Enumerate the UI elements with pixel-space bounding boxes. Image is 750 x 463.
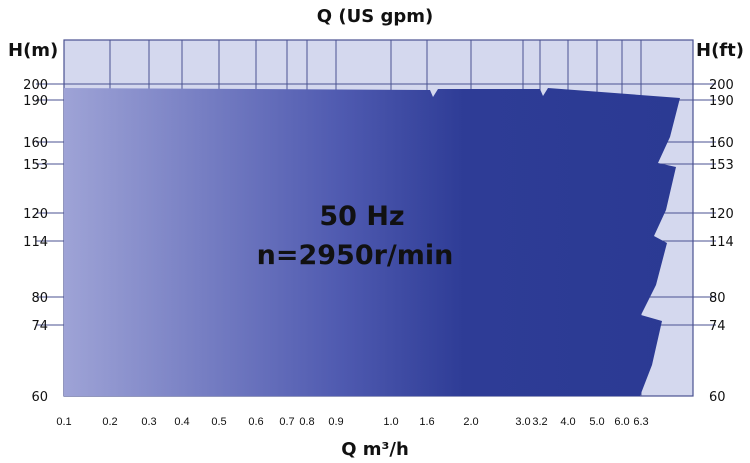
y-tick-label-right: 200	[709, 78, 734, 93]
y-tick-label-left: 200	[23, 78, 48, 93]
x-tick-label: 0.5	[211, 416, 226, 428]
x-tick-label: 0.7	[279, 416, 294, 428]
x-tick-label: 4.0	[560, 416, 575, 428]
y-tick-label-left: 160	[23, 136, 48, 151]
y-tick-label-left: 153	[23, 158, 48, 173]
y-tick-label-left: 120	[23, 207, 48, 222]
y-tick-label-right: 190	[709, 94, 734, 109]
x-tick-label: 6.0	[614, 416, 629, 428]
x-tick-label: 0.9	[328, 416, 343, 428]
x-tick-label: 2.0	[463, 416, 478, 428]
x-tick-label: 3.0	[515, 416, 530, 428]
y-tick-label-left: 80	[31, 291, 48, 306]
y-axis-label-left: H(m)	[8, 40, 58, 61]
frequency-annotation: 50 Hz	[319, 201, 404, 232]
speed-annotation: n=2950r/min	[257, 240, 454, 271]
x-tick-label: 0.3	[141, 416, 156, 428]
x-tick-label: 0.2	[102, 416, 117, 428]
y-tick-label-right: 80	[709, 291, 726, 306]
x-tick-label: 0.4	[174, 416, 189, 428]
y-tick-label-right: 120	[709, 207, 734, 222]
y-axis-label-right: H(ft)	[696, 40, 744, 61]
x-tick-labels: 0.1 0.2 0.3 0.4 0.5 0.6 0.7 0.8 0.9 1.0 1.6 2.0 3.0 3…	[56, 416, 648, 428]
x-tick-label: 3.2	[532, 416, 547, 428]
y-tick-label-right: 114	[709, 235, 734, 250]
y-tick-label-right: 153	[709, 158, 734, 173]
x-tick-label: 5.0	[589, 416, 604, 428]
y-tick-label-left: 74	[31, 319, 48, 334]
x-axis-label: Q m³/h	[341, 439, 409, 460]
y-tick-label-right: 60	[709, 390, 726, 405]
y-tick-label-right: 160	[709, 136, 734, 151]
y-tick-label-left: 60	[31, 390, 48, 405]
x-tick-label: 1.0	[383, 416, 398, 428]
y-tick-label-left: 114	[23, 235, 48, 250]
x-tick-label: 1.6	[419, 416, 434, 428]
x-tick-label: 0.6	[248, 416, 263, 428]
chart-title: Q (US gpm)	[317, 6, 433, 27]
x-tick-label: 0.8	[299, 416, 314, 428]
y-tick-label-left: 190	[23, 94, 48, 109]
performance-envelope	[64, 88, 680, 396]
y-tick-label-right: 74	[709, 319, 726, 334]
x-tick-label: 6.3	[633, 416, 648, 428]
x-tick-label: 0.1	[56, 416, 71, 428]
